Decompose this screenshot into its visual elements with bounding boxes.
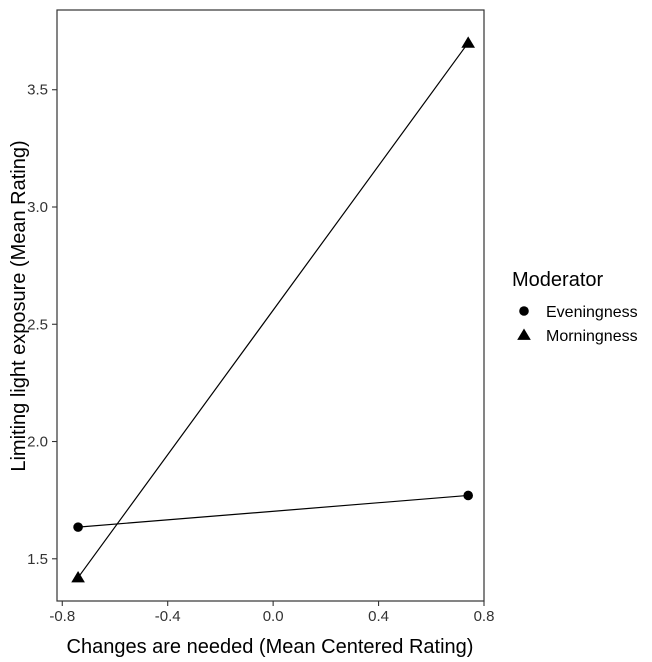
morningness-line [77,42,469,578]
morningness-legend-key [517,328,531,340]
y-tick-label: 2.5 [27,316,48,333]
y-axis-title: Limiting light exposure (Mean Rating) [8,140,30,471]
eveningness-legend-label: Eveningness [546,304,638,321]
x-tick-label: 0.0 [263,608,284,625]
y-axis: 1.5 2.0 2.5 3.0 3.5 [27,82,57,568]
x-axis-title: Changes are needed (Mean Centered Rating… [67,636,474,658]
y-tick-label: 1.5 [27,551,48,568]
eveningness-line [78,494,469,528]
y-tick-label: 3.5 [27,82,48,99]
x-tick-label: -0.8 [49,608,75,625]
x-axis: -0.8 -0.4 0.0 0.4 0.8 [49,601,494,625]
morningness-point [71,571,85,583]
x-tick-label: 0.8 [474,608,495,625]
eveningness-point [463,490,473,501]
eveningness-legend-key [519,306,529,316]
y-tick-label: 3.0 [27,199,48,216]
x-tick-label: -0.4 [155,608,181,625]
series-layer [71,36,476,583]
x-tick-label: 0.4 [368,608,389,625]
morningness-legend-label: Morningness [546,328,638,345]
y-tick-label: 2.0 [27,434,48,451]
eveningness-point [73,522,83,532]
plot-panel [56,9,485,602]
morningness-point [461,36,476,48]
legend-title: Moderator [512,269,603,291]
legend-items: Eveningness Morningness [517,304,638,345]
legend: Moderator Eveningness Morningness [512,269,638,345]
